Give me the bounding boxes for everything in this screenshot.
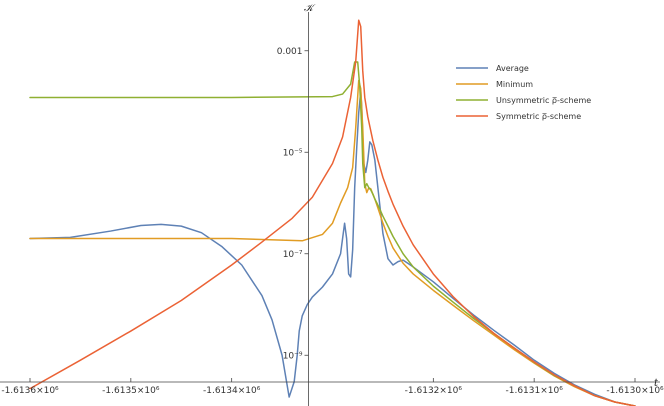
legend-label-2: Unsymmetric ρ̅-scheme — [496, 96, 591, 105]
legend: Average Minimum Unsymmetric ρ̅-scheme Symme… — [456, 64, 591, 121]
x-tick-label-2: -1.6134×10⁶ — [203, 386, 261, 396]
legend-label-1: Minimum — [496, 80, 533, 89]
y-axis-title: 𝒦 — [304, 3, 317, 14]
axes-layer: 𝒦 t — [0, 3, 660, 406]
legend-label-0: Average — [496, 64, 529, 73]
series-line-1 — [29, 79, 636, 406]
legend-label-3: Symmetric ρ̅-scheme — [496, 112, 581, 121]
y-tick-label-0: 0.001 — [277, 47, 303, 57]
x-tick-label-4: -1.6131×10⁶ — [505, 386, 563, 396]
y-tick-label-1: 10⁻⁵ — [283, 148, 303, 158]
series-line-0 — [29, 90, 636, 406]
x-tick-label-5: -1.6130×10⁶ — [606, 386, 664, 396]
series-layer — [29, 19, 636, 406]
x-tick-label-0: -1.6136×10⁶ — [1, 386, 59, 396]
x-axis-title: t — [654, 378, 659, 389]
ticks-layer: -1.6136×10⁶ -1.6135×10⁶ -1.6134×10⁶ -1.6132… — [1, 47, 664, 396]
series-line-3 — [29, 19, 636, 406]
x-tick-label-3: -1.6132×10⁶ — [405, 386, 463, 396]
y-tick-label-3: 10⁻⁹ — [283, 351, 303, 361]
x-tick-label-1: -1.6135×10⁶ — [102, 386, 160, 396]
y-tick-label-2: 10⁻⁷ — [283, 250, 303, 260]
